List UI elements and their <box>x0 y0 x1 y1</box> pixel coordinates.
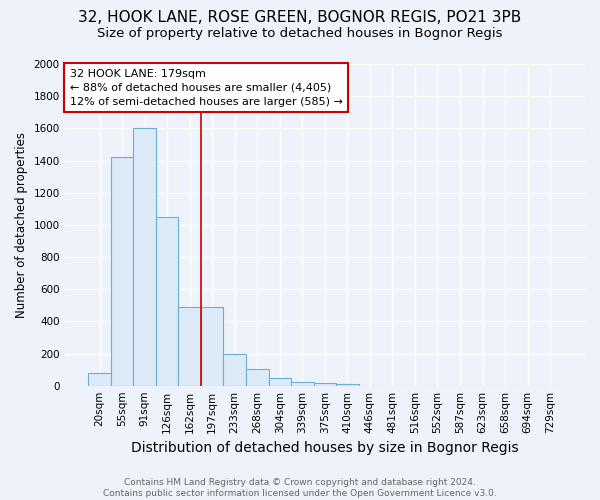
Bar <box>156 217 178 386</box>
Bar <box>88 373 111 386</box>
Text: Contains HM Land Registry data © Crown copyright and database right 2024.
Contai: Contains HM Land Registry data © Crown c… <box>103 478 497 498</box>
Bar <box>269 378 291 386</box>
Bar <box>246 369 269 386</box>
X-axis label: Distribution of detached houses by size in Bognor Regis: Distribution of detached houses by size … <box>131 441 518 455</box>
Bar <box>223 354 246 386</box>
Bar <box>201 307 223 386</box>
Bar <box>336 384 359 386</box>
Y-axis label: Number of detached properties: Number of detached properties <box>15 132 28 318</box>
Bar <box>133 128 156 386</box>
Text: Size of property relative to detached houses in Bognor Regis: Size of property relative to detached ho… <box>97 28 503 40</box>
Text: 32 HOOK LANE: 179sqm
← 88% of detached houses are smaller (4,405)
12% of semi-de: 32 HOOK LANE: 179sqm ← 88% of detached h… <box>70 69 343 107</box>
Bar <box>111 158 133 386</box>
Bar <box>178 307 201 386</box>
Text: 32, HOOK LANE, ROSE GREEN, BOGNOR REGIS, PO21 3PB: 32, HOOK LANE, ROSE GREEN, BOGNOR REGIS,… <box>79 10 521 25</box>
Bar <box>291 382 314 386</box>
Bar <box>314 384 336 386</box>
